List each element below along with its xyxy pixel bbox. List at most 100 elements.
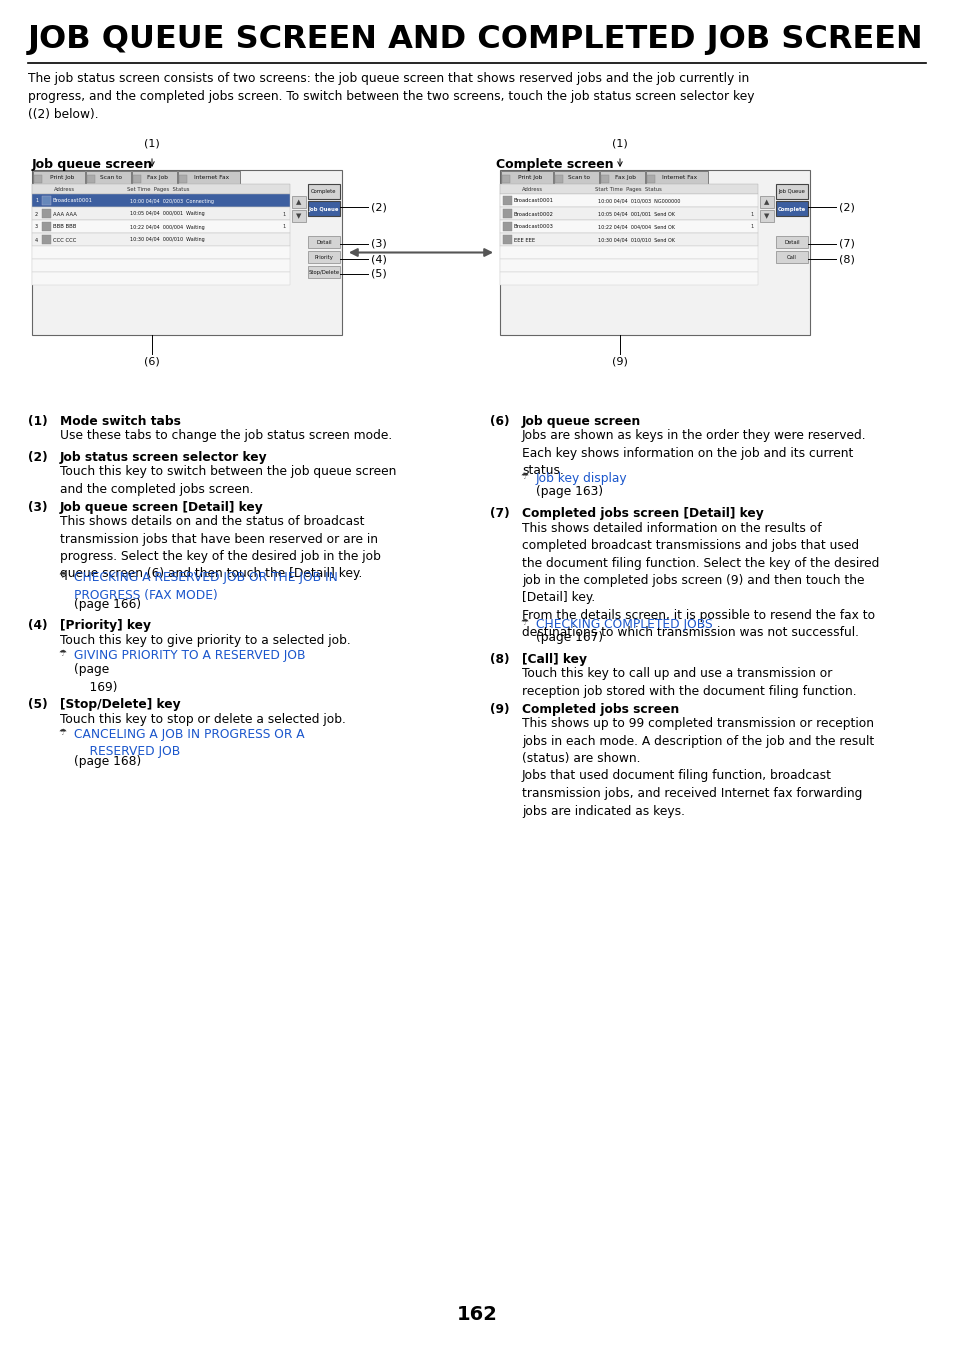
Text: CANCELING A JOB IN PROGRESS OR A
    RESERVED JOB: CANCELING A JOB IN PROGRESS OR A RESERVE… [74, 728, 304, 758]
Text: ▼: ▼ [296, 213, 301, 219]
FancyBboxPatch shape [775, 251, 807, 263]
Text: Job status screen selector key: Job status screen selector key [60, 451, 268, 463]
FancyBboxPatch shape [308, 236, 339, 249]
FancyBboxPatch shape [308, 201, 339, 216]
FancyBboxPatch shape [292, 209, 306, 222]
Text: ▲: ▲ [763, 200, 769, 205]
Text: Fax Job: Fax Job [147, 176, 168, 180]
FancyBboxPatch shape [502, 222, 512, 231]
Text: The job status screen consists of two screens: the job queue screen that shows r: The job status screen consists of two sc… [28, 72, 754, 122]
FancyBboxPatch shape [499, 195, 758, 207]
Text: 10:00 04/04  020/003  Connecting: 10:00 04/04 020/003 Connecting [130, 199, 213, 204]
Text: CHECKING A RESERVED JOB OR THE JOB IN
PROGRESS (FAX MODE): CHECKING A RESERVED JOB OR THE JOB IN PR… [74, 571, 337, 601]
Text: (8): (8) [490, 653, 509, 666]
FancyBboxPatch shape [33, 172, 85, 184]
Text: (3): (3) [28, 500, 48, 513]
Text: Detail: Detail [783, 240, 799, 245]
Text: ☂: ☂ [59, 728, 67, 738]
FancyBboxPatch shape [132, 176, 141, 182]
FancyBboxPatch shape [555, 176, 562, 182]
Text: Detail: Detail [315, 240, 332, 245]
FancyBboxPatch shape [499, 272, 758, 285]
FancyBboxPatch shape [86, 172, 131, 184]
Text: (4): (4) [371, 254, 387, 263]
Text: Print Job: Print Job [50, 176, 74, 180]
Text: 10:05 04/04  001/001  Send OK: 10:05 04/04 001/001 Send OK [598, 212, 675, 216]
FancyBboxPatch shape [501, 176, 510, 182]
Text: 162: 162 [456, 1305, 497, 1324]
Text: [Call] key: [Call] key [521, 653, 586, 666]
Text: 4: 4 [35, 238, 38, 242]
Text: ☂: ☂ [59, 571, 67, 580]
Text: 2: 2 [35, 212, 38, 216]
Text: (9): (9) [490, 703, 509, 716]
Text: (1): (1) [28, 415, 48, 428]
Text: 1: 1 [282, 212, 286, 216]
Text: CHECKING COMPLETED JOBS: CHECKING COMPLETED JOBS [536, 617, 712, 631]
Text: Touch this key to switch between the job queue screen
and the completed jobs scr: Touch this key to switch between the job… [60, 466, 395, 496]
Text: ☂: ☂ [520, 617, 529, 627]
FancyBboxPatch shape [600, 176, 608, 182]
FancyBboxPatch shape [499, 170, 809, 335]
FancyBboxPatch shape [502, 209, 512, 218]
Text: Job queue screen: Job queue screen [521, 415, 640, 428]
FancyBboxPatch shape [42, 222, 51, 231]
FancyBboxPatch shape [499, 259, 758, 272]
Text: Scan to: Scan to [568, 176, 590, 180]
FancyBboxPatch shape [502, 196, 512, 205]
Text: [Priority] key: [Priority] key [60, 620, 151, 632]
Text: Mode switch tabs: Mode switch tabs [60, 415, 181, 428]
Text: Complete screen: Complete screen [496, 158, 613, 172]
Text: Job Queue: Job Queue [309, 207, 339, 212]
Text: 1: 1 [750, 212, 753, 216]
Text: 10:22 04/04  004/004  Send OK: 10:22 04/04 004/004 Send OK [598, 224, 675, 230]
Text: Jobs are shown as keys in the order they were reserved.
Each key shows informati: Jobs are shown as keys in the order they… [521, 430, 865, 477]
FancyBboxPatch shape [178, 172, 240, 184]
FancyBboxPatch shape [87, 176, 95, 182]
FancyBboxPatch shape [179, 176, 187, 182]
Text: (1): (1) [144, 138, 160, 149]
Text: (9): (9) [612, 357, 627, 367]
FancyBboxPatch shape [32, 232, 290, 246]
Text: ☂: ☂ [520, 471, 529, 481]
Text: (6): (6) [490, 415, 509, 428]
Text: Job Queue: Job Queue [778, 189, 804, 195]
FancyBboxPatch shape [499, 184, 758, 195]
Text: Start Time  Pages  Status: Start Time Pages Status [595, 186, 661, 192]
Text: BBB BBB: BBB BBB [53, 224, 76, 230]
FancyBboxPatch shape [32, 259, 290, 272]
FancyBboxPatch shape [502, 235, 512, 245]
FancyBboxPatch shape [32, 184, 290, 195]
Text: 10:00 04/04  010/003  NG000000: 10:00 04/04 010/003 NG000000 [598, 199, 679, 204]
FancyBboxPatch shape [34, 176, 42, 182]
FancyBboxPatch shape [32, 170, 341, 335]
Text: 10:30 04/04  010/010  Send OK: 10:30 04/04 010/010 Send OK [598, 238, 675, 242]
Text: 1: 1 [282, 224, 286, 230]
Text: Priority: Priority [314, 255, 334, 259]
FancyBboxPatch shape [308, 266, 339, 278]
Text: Broadcast0003: Broadcast0003 [514, 224, 554, 230]
Text: Job queue screen: Job queue screen [32, 158, 153, 172]
Text: Complete: Complete [311, 189, 336, 195]
Text: (6): (6) [144, 357, 160, 367]
Text: ☂: ☂ [59, 650, 67, 658]
Text: (page
    169): (page 169) [74, 663, 117, 693]
Text: Address: Address [54, 186, 75, 192]
FancyBboxPatch shape [32, 195, 290, 207]
FancyBboxPatch shape [499, 232, 758, 246]
Text: (page 168): (page 168) [74, 755, 141, 767]
Text: (5): (5) [28, 698, 48, 711]
Text: (page 167): (page 167) [536, 631, 602, 644]
Text: Print Job: Print Job [517, 176, 541, 180]
Text: This shows details on and the status of broadcast
transmission jobs that have be: This shows details on and the status of … [60, 515, 380, 581]
Text: Job queue screen [Detail] key: Job queue screen [Detail] key [60, 500, 263, 513]
FancyBboxPatch shape [599, 172, 644, 184]
Text: (3): (3) [371, 239, 386, 249]
Text: [Stop/Delete] key: [Stop/Delete] key [60, 698, 180, 711]
Text: Stop/Delete: Stop/Delete [308, 270, 339, 276]
Text: Address: Address [521, 186, 542, 192]
FancyBboxPatch shape [645, 172, 707, 184]
FancyBboxPatch shape [499, 220, 758, 232]
FancyBboxPatch shape [42, 209, 51, 218]
FancyBboxPatch shape [42, 196, 51, 205]
